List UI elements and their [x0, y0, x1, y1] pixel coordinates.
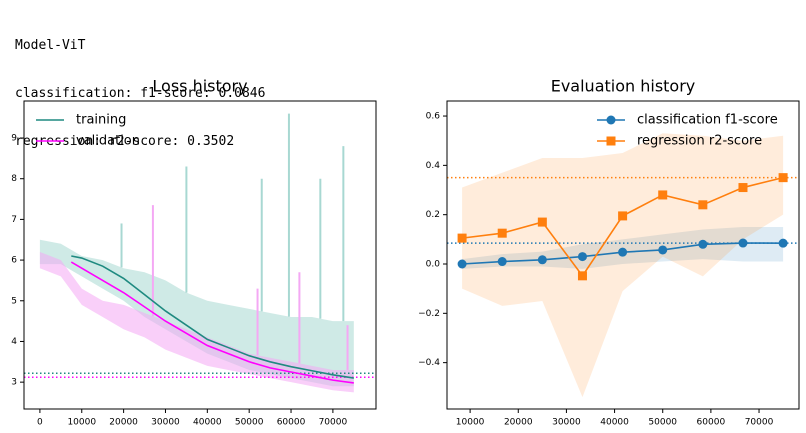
- y-tick-label: 7: [11, 215, 17, 225]
- x-tick-label: 30000: [552, 418, 581, 428]
- point: [577, 271, 587, 281]
- y-tick-label: 0.6: [426, 112, 441, 122]
- x-tick-label: 0: [37, 418, 43, 428]
- chart-title: Evaluation history: [551, 77, 696, 96]
- point: [537, 255, 547, 265]
- point: [778, 173, 788, 183]
- x-tick-label: 10000: [67, 418, 96, 428]
- x-tick-label: 30000: [151, 418, 180, 428]
- y-tick-label: 4: [11, 337, 17, 347]
- plot-frame: [446, 100, 800, 410]
- band: [462, 133, 784, 398]
- point: [618, 211, 628, 221]
- x-tick-label: 50000: [648, 418, 677, 428]
- series-line: [70, 261, 354, 384]
- legend-label: training: [76, 113, 126, 128]
- point: [457, 233, 467, 243]
- y-tick-label: 0.0: [426, 260, 441, 270]
- band: [39, 239, 354, 387]
- x-tick-label: 70000: [745, 418, 774, 428]
- x-tick-label: 70000: [319, 418, 348, 428]
- point: [778, 238, 788, 248]
- y-tick-label: 9: [11, 134, 17, 144]
- point: [618, 247, 628, 257]
- point: [577, 252, 587, 262]
- x-tick-label: 20000: [109, 418, 138, 428]
- legend-label: classification f1-score: [637, 113, 778, 128]
- y-tick-label: 0.2: [426, 210, 440, 220]
- y-tick-label: 0.4: [426, 161, 441, 171]
- point: [698, 239, 708, 249]
- y-tick-label: 8: [11, 174, 17, 184]
- point: [658, 190, 668, 200]
- x-tick-label: 20000: [504, 418, 533, 428]
- legend-label: validation: [76, 134, 140, 149]
- series-line: [71, 255, 354, 379]
- x-tick-label: 60000: [277, 418, 306, 428]
- y-tick-label: 5: [11, 296, 17, 306]
- x-tick-label: 40000: [600, 418, 629, 428]
- y-tick-label: 6: [11, 256, 17, 266]
- x-tick-label: 60000: [697, 418, 726, 428]
- x-tick-label: 40000: [193, 418, 222, 428]
- classification-score: classification: f1-score: 0.0846: [15, 86, 266, 101]
- model-name: Model-ViT: [15, 38, 86, 53]
- point: [658, 245, 668, 255]
- x-tick-label: 50000: [235, 418, 264, 428]
- y-tick-label: −0.4: [418, 358, 440, 368]
- plot-frame: [23, 100, 377, 410]
- legend-marker: [606, 115, 616, 125]
- header: Model-ViT classification: f1-score: 0.08…: [15, 6, 265, 166]
- point: [497, 257, 507, 267]
- point: [457, 259, 467, 269]
- point: [537, 217, 547, 227]
- legend-marker: [606, 136, 616, 146]
- point: [738, 238, 748, 248]
- point: [738, 183, 748, 193]
- point: [497, 228, 507, 238]
- point: [698, 200, 708, 210]
- chart-title: Loss history: [152, 77, 247, 96]
- y-tick-label: 3: [11, 378, 17, 388]
- x-tick-label: 10000: [456, 418, 485, 428]
- y-tick-label: −0.2: [418, 309, 440, 319]
- legend-label: regression r2-score: [637, 134, 762, 149]
